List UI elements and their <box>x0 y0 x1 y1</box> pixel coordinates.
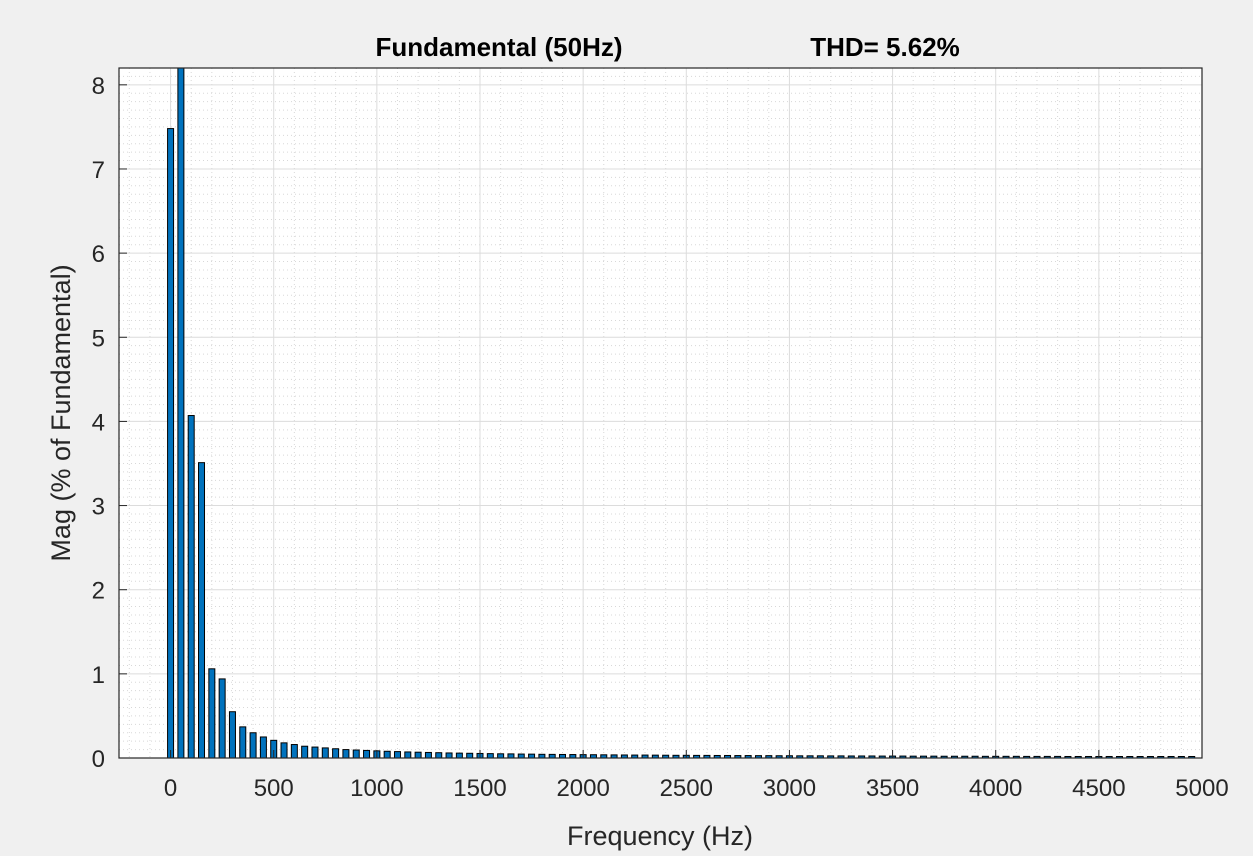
harmonic-bar <box>177 67 185 759</box>
harmonic-bar <box>239 726 247 759</box>
harmonic-bar <box>259 736 267 759</box>
harmonic-bar <box>280 742 288 759</box>
y-tick-label: 3 <box>92 494 105 521</box>
harmonic-bar <box>497 753 505 759</box>
y-tick-label: 6 <box>92 241 105 268</box>
y-tick-label: 0 <box>92 746 105 773</box>
harmonic-bar <box>383 750 391 759</box>
harmonic-bar <box>352 749 360 759</box>
harmonic-bar <box>455 752 463 759</box>
x-tick-label: 4000 <box>969 775 1022 802</box>
chart-title-thd: THD= 5.62% <box>810 32 960 62</box>
harmonic-bar <box>363 749 371 759</box>
harmonic-bar <box>404 751 412 759</box>
x-tick-label: 500 <box>254 775 294 802</box>
harmonic-bar <box>208 668 216 759</box>
x-axis-label: Frequency (Hz) <box>567 821 753 851</box>
y-tick-label: 5 <box>92 325 105 352</box>
harmonic-bar <box>301 745 309 759</box>
harmonic-bar <box>249 732 257 759</box>
harmonic-bar <box>342 749 350 759</box>
x-tick-label: 2500 <box>660 775 713 802</box>
chart-title-fundamental: Fundamental (50Hz) <box>375 32 622 62</box>
harmonic-bar <box>167 128 175 759</box>
axes-box <box>118 67 1203 759</box>
harmonic-bar <box>311 746 319 759</box>
x-tick-label: 2000 <box>556 775 609 802</box>
x-tick-label: 5000 <box>1175 775 1228 802</box>
y-tick-label: 8 <box>92 73 105 100</box>
minor-grid <box>119 68 1202 758</box>
harmonic-bar <box>228 711 236 759</box>
major-grid <box>119 68 1203 759</box>
y-axis-ticks: 0 1 2 3 4 5 6 7 8 <box>92 73 127 773</box>
y-tick-label: 7 <box>92 157 105 184</box>
harmonic-bar <box>393 751 401 759</box>
x-axis-ticks: 0 500 1000 1500 2000 2500 3000 3500 4000 4500 5000 <box>164 750 1229 802</box>
y-tick-label: 2 <box>92 578 105 605</box>
y-tick-label: 4 <box>92 409 105 436</box>
x-tick-label: 3000 <box>763 775 816 802</box>
harmonic-bar <box>424 751 432 759</box>
harmonic-bar <box>290 744 298 759</box>
x-tick-label: 0 <box>164 775 177 802</box>
harmonic-bar <box>466 752 474 759</box>
harmonic-bar <box>507 753 515 759</box>
harmonic-bar <box>187 415 195 759</box>
y-tick-label: 1 <box>92 662 105 689</box>
harmonic-bar <box>445 752 453 759</box>
harmonic-bar <box>321 747 329 759</box>
x-tick-label: 1000 <box>350 775 403 802</box>
harmonic-bar <box>332 748 340 759</box>
harmonic-bar <box>198 462 206 759</box>
x-tick-label: 1500 <box>453 775 506 802</box>
harmonic-bar <box>486 753 494 759</box>
harmonic-bar <box>414 751 422 759</box>
y-axis-label: Mag (% of Fundamental) <box>46 264 76 561</box>
x-tick-label: 4500 <box>1072 775 1125 802</box>
harmonic-bar <box>435 752 443 759</box>
harmonic-bar <box>218 678 226 759</box>
x-tick-label: 3500 <box>866 775 919 802</box>
